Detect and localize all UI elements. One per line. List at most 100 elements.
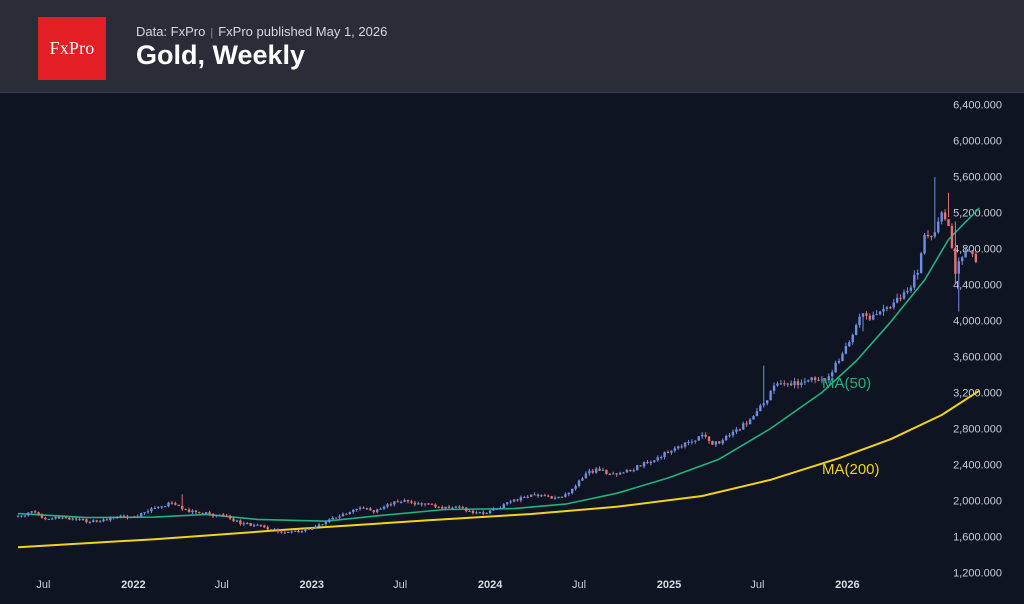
candle-body bbox=[181, 505, 184, 510]
candle-body bbox=[831, 372, 834, 377]
candle-body bbox=[639, 465, 642, 467]
candle-body bbox=[591, 470, 594, 473]
candle-body bbox=[403, 500, 406, 502]
candle-body bbox=[61, 517, 64, 519]
candle-body bbox=[471, 510, 475, 514]
candle-body bbox=[752, 416, 755, 420]
y-tick-label: 5,600.000 bbox=[953, 172, 1002, 184]
candle-body bbox=[564, 494, 567, 497]
candle-body bbox=[861, 313, 865, 317]
candle-body bbox=[598, 468, 601, 471]
candle-body bbox=[122, 515, 126, 517]
candle-body bbox=[854, 325, 858, 335]
candle-body bbox=[64, 517, 68, 519]
ma200-layer bbox=[17, 389, 980, 549]
candle-body bbox=[526, 496, 529, 498]
candle-body bbox=[947, 219, 950, 226]
y-tick-label: 4,000.000 bbox=[953, 316, 1002, 328]
candle-body bbox=[16, 515, 20, 517]
candle-body bbox=[659, 457, 663, 459]
candle-body bbox=[605, 469, 608, 475]
candle-body bbox=[728, 435, 731, 437]
candle-body bbox=[913, 274, 916, 288]
candle-body bbox=[37, 512, 40, 515]
candle-body bbox=[642, 462, 646, 467]
candle-body bbox=[71, 518, 74, 520]
candle-body bbox=[848, 342, 851, 347]
candle-body bbox=[358, 507, 362, 509]
x-tick-label: 2023 bbox=[299, 579, 323, 591]
candle-body bbox=[150, 508, 153, 512]
ma50-line bbox=[17, 207, 980, 523]
candle-body bbox=[940, 212, 943, 222]
candle-body bbox=[697, 436, 700, 441]
candle-body bbox=[345, 513, 348, 515]
candle-body bbox=[646, 462, 649, 464]
candle-body bbox=[615, 473, 618, 475]
candle-body bbox=[451, 507, 454, 509]
candle-body bbox=[796, 381, 800, 386]
candle-body bbox=[338, 516, 341, 518]
candle-body bbox=[967, 250, 971, 252]
candle-body bbox=[540, 495, 543, 497]
candle-body bbox=[718, 441, 721, 444]
candle-body bbox=[690, 441, 694, 443]
candle-body bbox=[759, 405, 762, 412]
candle-body bbox=[485, 513, 488, 515]
x-tick-label: 2024 bbox=[478, 579, 503, 591]
candle-body bbox=[529, 494, 533, 497]
candle-body bbox=[906, 290, 909, 293]
candle-body bbox=[923, 235, 926, 254]
candle-body bbox=[211, 513, 215, 517]
ma50-layer bbox=[17, 207, 980, 523]
candle-body bbox=[499, 508, 502, 510]
candle-body bbox=[348, 512, 352, 514]
candle-body bbox=[475, 512, 478, 514]
y-tick-label: 6,400.000 bbox=[953, 100, 1002, 112]
series-labels: MA(50) MA(200) bbox=[822, 375, 880, 478]
candle-body bbox=[909, 287, 913, 291]
candle-body bbox=[317, 524, 321, 527]
candle-body bbox=[766, 400, 769, 404]
candle-body bbox=[191, 510, 194, 513]
published-label: FxPro published May 1, 2026 bbox=[218, 24, 388, 39]
candle-body bbox=[567, 492, 570, 495]
candle-body bbox=[793, 381, 796, 386]
chart-header: FxPro Data: FxPro | FxPro published May 1,… bbox=[0, 0, 1024, 93]
candle-body bbox=[742, 423, 745, 430]
y-axis: 1,200.000 1,600.000 2,000.000 2,400.000 2,80… bbox=[953, 100, 1002, 580]
candle-body bbox=[352, 509, 355, 513]
candle-body bbox=[464, 507, 468, 512]
candle-body bbox=[916, 272, 919, 275]
candle-body bbox=[396, 501, 399, 503]
candle-body bbox=[225, 515, 228, 517]
candle-body bbox=[47, 518, 50, 520]
candle-body bbox=[406, 500, 410, 502]
candle-body bbox=[636, 465, 639, 471]
candle-body bbox=[701, 434, 704, 437]
candle-body bbox=[218, 514, 222, 516]
candle-body bbox=[800, 382, 803, 386]
candle-body bbox=[23, 515, 27, 517]
candle-body bbox=[892, 302, 895, 308]
candle-body bbox=[74, 518, 78, 520]
candle-body bbox=[341, 513, 345, 517]
candle-body bbox=[201, 513, 204, 515]
candle-body bbox=[954, 248, 957, 274]
candle-body bbox=[824, 379, 827, 381]
candle-body bbox=[711, 440, 714, 445]
candle-body bbox=[776, 383, 779, 386]
candle-body bbox=[680, 446, 683, 448]
chart-meta: Data: FxPro | FxPro published May 1, 2026 bbox=[136, 24, 387, 39]
y-tick-label: 2,800.000 bbox=[953, 424, 1002, 436]
x-tick-label: 2025 bbox=[657, 579, 681, 591]
candle-body bbox=[704, 434, 707, 437]
candle-body bbox=[334, 517, 338, 519]
chart-title: Gold, Weekly bbox=[136, 40, 306, 70]
candle-body bbox=[95, 520, 98, 522]
candle-body bbox=[157, 507, 160, 509]
candle-body bbox=[365, 508, 369, 510]
candle-body bbox=[885, 307, 889, 309]
candle-body bbox=[447, 506, 451, 508]
candle-body bbox=[369, 508, 372, 511]
